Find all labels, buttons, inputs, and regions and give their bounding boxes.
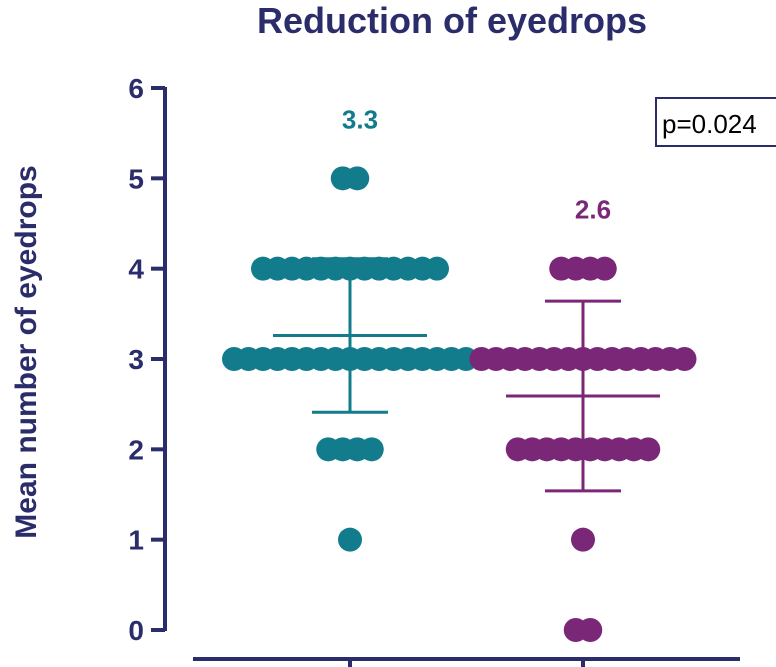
p-value-text: p=0.024 [662, 109, 757, 139]
mean-label: 3.3 [342, 104, 378, 134]
data-point [359, 437, 384, 462]
y-tick-label: 6 [128, 73, 144, 104]
data-point [592, 256, 617, 281]
data-point [338, 527, 362, 552]
y-axis-label: Mean number of eyedrops [10, 165, 43, 538]
plot-area: 3.3 2.6 [222, 104, 697, 642]
y-tick-label: 3 [128, 344, 144, 375]
data-point [571, 527, 595, 552]
p-value-box: p=0.024 [655, 97, 776, 147]
data-point [636, 437, 661, 462]
series-group: 3.3 [222, 104, 478, 552]
data-point [672, 347, 697, 371]
mean-label: 2.6 [575, 195, 611, 225]
data-point [345, 166, 370, 191]
y-tick-label: 1 [128, 525, 144, 556]
y-tick-label: 4 [128, 254, 144, 285]
data-point [425, 256, 449, 281]
axes: 0 1 2 3 4 5 6 [128, 73, 740, 667]
y-tick-label: 5 [128, 163, 144, 194]
chart-title: Reduction of eyedrops [257, 0, 647, 41]
data-point [578, 618, 603, 642]
y-tick-label: 0 [128, 615, 144, 646]
series-group: 2.6 [469, 195, 697, 642]
p-value-frame [655, 97, 776, 147]
y-tick-label: 2 [128, 434, 144, 465]
